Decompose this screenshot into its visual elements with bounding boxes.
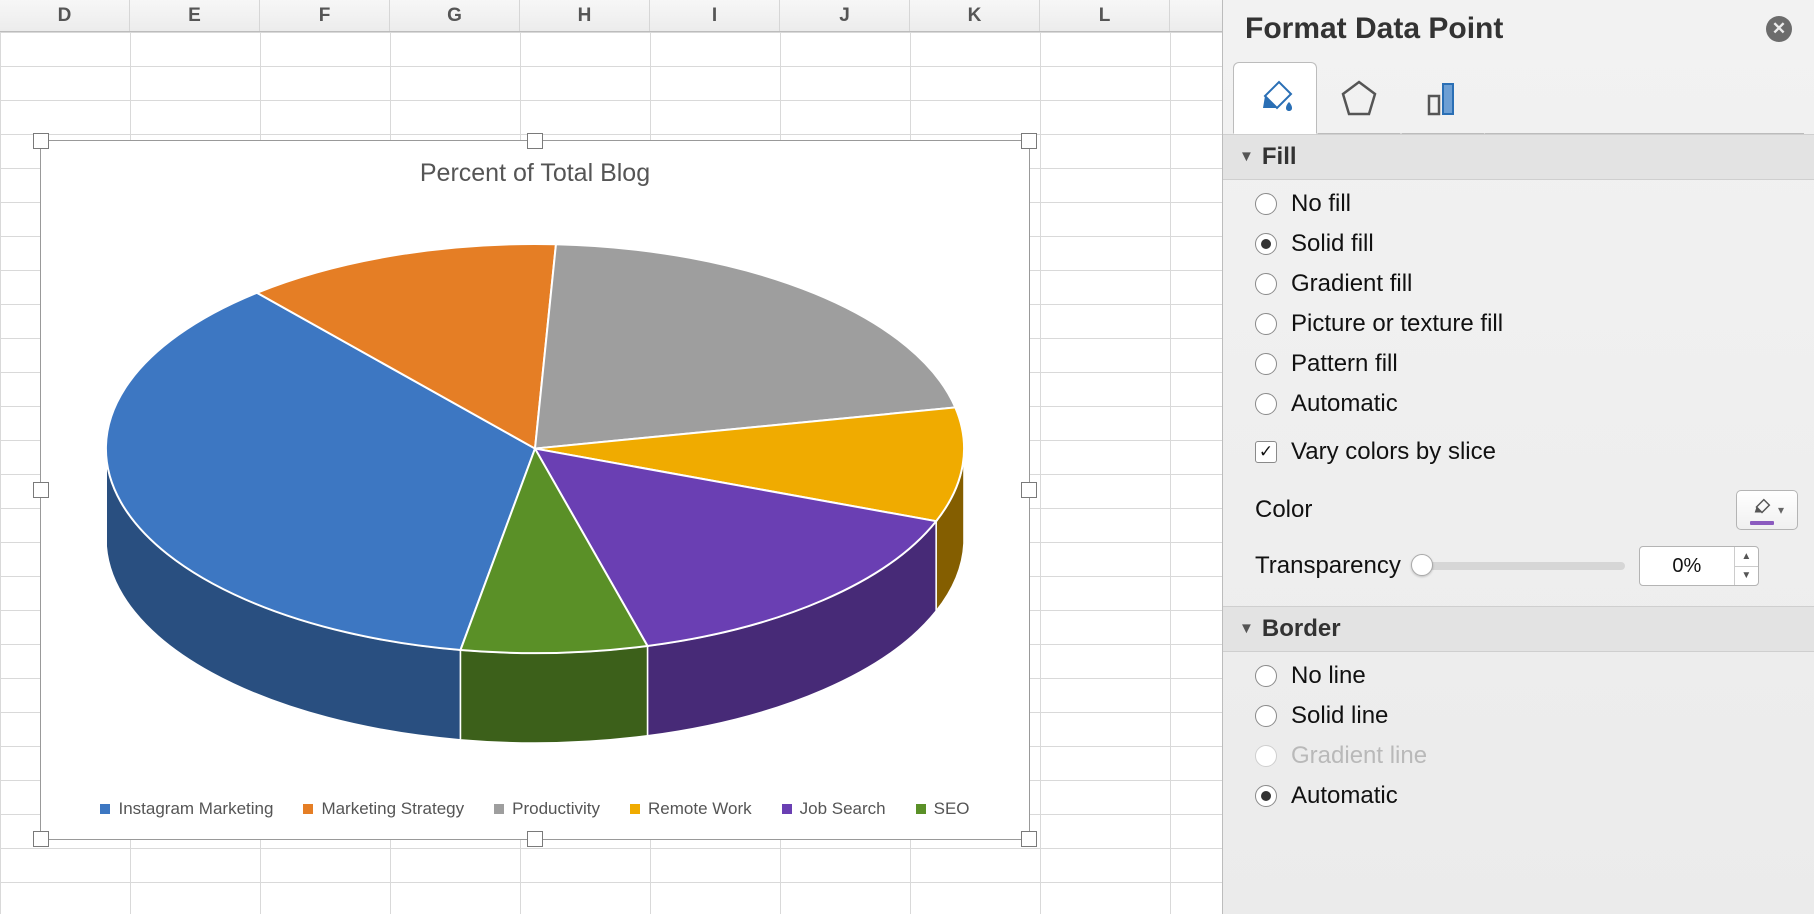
legend-swatch — [303, 804, 313, 814]
column-header-J[interactable]: J — [780, 0, 910, 31]
fill-option-picture-or-texture-fill[interactable]: Picture or texture fill — [1255, 310, 1798, 338]
legend-swatch — [782, 804, 792, 814]
legend-item-marketing-strategy[interactable]: Marketing Strategy — [303, 799, 464, 819]
format-panel: Format Data Point ✕ ▼ Fill No fillSoli — [1222, 0, 1814, 914]
legend-swatch — [630, 804, 640, 814]
transparency-slider[interactable] — [1415, 562, 1625, 570]
pie-chart-svg[interactable] — [69, 193, 1001, 764]
border-option-automatic[interactable]: Automatic — [1255, 782, 1798, 810]
pentagon-icon — [1337, 76, 1381, 120]
resize-handle-sw[interactable] — [33, 831, 49, 847]
fill-section-body: No fill Solid fill Gradient fill Picture or… — [1223, 180, 1814, 482]
resize-handle-w[interactable] — [33, 482, 49, 498]
paint-bucket-icon — [1253, 76, 1297, 120]
vary-colors-checkbox[interactable]: ✓Vary colors by slice — [1255, 438, 1798, 466]
panel-title: Format Data Point — [1245, 12, 1503, 46]
stepper-down-button[interactable]: ▼ — [1735, 567, 1758, 586]
resize-handle-nw[interactable] — [33, 133, 49, 149]
legend-label: Productivity — [512, 799, 600, 819]
border-option-solid-line[interactable]: Solid line — [1255, 702, 1798, 730]
chart-title[interactable]: Percent of Total Blog — [41, 159, 1029, 188]
legend-swatch — [916, 804, 926, 814]
legend-label: Remote Work — [648, 799, 752, 819]
border-section-body: No line Solid line Gradient line Automatic — [1223, 652, 1814, 826]
resize-handle-n[interactable] — [527, 133, 543, 149]
column-headers-row: DEFGHIJKL — [0, 0, 1222, 32]
chart-object[interactable]: Percent of Total Blog Instagram Marketin… — [40, 140, 1030, 840]
fill-option-no-fill[interactable]: No fill — [1255, 190, 1798, 218]
chevron-down-icon: ▼ — [1239, 148, 1254, 165]
resize-handle-s[interactable] — [527, 831, 543, 847]
color-label: Color — [1255, 496, 1312, 524]
legend-label: Job Search — [800, 799, 886, 819]
spreadsheet-area: DEFGHIJKL Percent of Total Blog Instagra… — [0, 0, 1222, 914]
column-header-L[interactable]: L — [1040, 0, 1170, 31]
chart-canvas[interactable] — [69, 193, 1001, 764]
fill-option-automatic[interactable]: Automatic — [1255, 390, 1798, 418]
transparency-stepper[interactable]: 0% ▲ ▼ — [1639, 546, 1759, 586]
transparency-value: 0% — [1640, 547, 1734, 585]
stepper-up-button[interactable]: ▲ — [1735, 547, 1758, 567]
chevron-down-icon: ▼ — [1239, 620, 1254, 637]
resize-handle-e[interactable] — [1021, 482, 1037, 498]
fill-header-label: Fill — [1262, 143, 1297, 171]
column-header-I[interactable]: I — [650, 0, 780, 31]
legend-swatch — [494, 804, 504, 814]
resize-handle-ne[interactable] — [1021, 133, 1037, 149]
legend-item-instagram-marketing[interactable]: Instagram Marketing — [100, 799, 273, 819]
legend-item-remote-work[interactable]: Remote Work — [630, 799, 752, 819]
fill-option-gradient-fill[interactable]: Gradient fill — [1255, 270, 1798, 298]
column-header-F[interactable]: F — [260, 0, 390, 31]
pie-side — [460, 646, 647, 743]
column-header-H[interactable]: H — [520, 0, 650, 31]
tab-effects[interactable] — [1317, 62, 1401, 134]
color-picker-button[interactable]: ▾ — [1736, 490, 1798, 530]
legend-label: Marketing Strategy — [321, 799, 464, 819]
legend-item-seo[interactable]: SEO — [916, 799, 970, 819]
column-header-E[interactable]: E — [130, 0, 260, 31]
paint-bucket-icon — [1751, 496, 1773, 518]
border-option-no-line[interactable]: No line — [1255, 662, 1798, 690]
transparency-label: Transparency — [1255, 552, 1401, 580]
legend-item-productivity[interactable]: Productivity — [494, 799, 600, 819]
fill-option-pattern-fill[interactable]: Pattern fill — [1255, 350, 1798, 378]
legend-swatch — [100, 804, 110, 814]
column-header-G[interactable]: G — [390, 0, 520, 31]
chart-legend[interactable]: Instagram Marketing Marketing Strategy Pro… — [41, 799, 1029, 819]
legend-item-job-search[interactable]: Job Search — [782, 799, 886, 819]
fill-option-solid-fill[interactable]: Solid fill — [1255, 230, 1798, 258]
border-header-label: Border — [1262, 615, 1341, 643]
resize-handle-se[interactable] — [1021, 831, 1037, 847]
legend-label: SEO — [934, 799, 970, 819]
tab-size-properties[interactable] — [1401, 62, 1485, 134]
chevron-down-icon: ▾ — [1778, 503, 1784, 517]
column-header-D[interactable]: D — [0, 0, 130, 31]
border-option-gradient-line: Gradient line — [1255, 742, 1798, 770]
panel-tabs — [1223, 62, 1814, 134]
bar-chart-icon — [1421, 76, 1465, 120]
tab-fill-line[interactable] — [1233, 62, 1317, 134]
fill-section-header[interactable]: ▼ Fill — [1223, 134, 1814, 180]
color-swatch — [1750, 521, 1774, 525]
slider-thumb[interactable] — [1411, 554, 1433, 576]
column-header-K[interactable]: K — [910, 0, 1040, 31]
close-panel-button[interactable]: ✕ — [1766, 16, 1792, 42]
border-section-header[interactable]: ▼ Border — [1223, 606, 1814, 652]
legend-label: Instagram Marketing — [118, 799, 273, 819]
